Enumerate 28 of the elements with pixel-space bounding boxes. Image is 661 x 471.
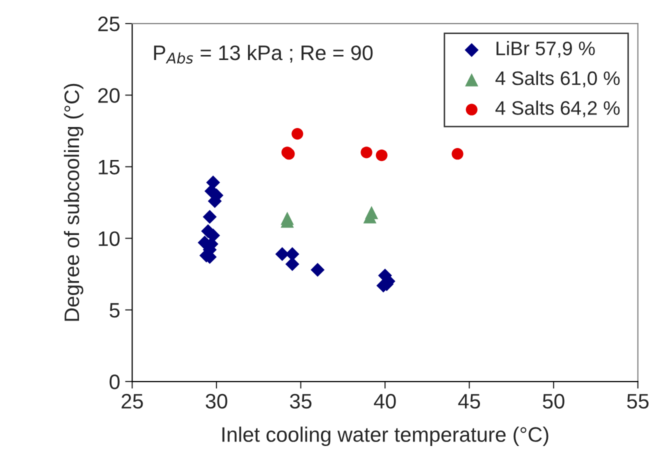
x-tick-label: 35 xyxy=(290,394,312,409)
annotation: P$_{Abs}$ = 13 kPa ; Re = 90 xyxy=(154,44,373,64)
legend-label: 4 Salts 64,2 % xyxy=(495,100,620,118)
point xyxy=(285,247,300,262)
y-axis-title: Degree of subcooling (°C) xyxy=(64,84,84,321)
point xyxy=(285,257,300,272)
point xyxy=(202,210,217,224)
point xyxy=(452,148,464,160)
legend-label: LiBr 57,9 % xyxy=(496,41,595,58)
point xyxy=(360,146,372,158)
y-tick-label: 5 xyxy=(110,303,120,318)
y-tick-label: 0 xyxy=(110,374,120,390)
x-tick-label: 40 xyxy=(374,394,396,409)
point xyxy=(275,247,290,262)
y-tick-label: 20 xyxy=(98,88,120,103)
x-tick-label: 45 xyxy=(458,394,480,409)
point xyxy=(310,262,325,277)
x-tick-label: 50 xyxy=(542,394,564,409)
x-tick-label: 55 xyxy=(627,394,649,409)
point xyxy=(292,128,304,140)
point xyxy=(376,149,388,162)
x-tick-label: 30 xyxy=(206,394,228,409)
x-tick-label: 25 xyxy=(122,394,143,409)
legend-label: 4 Salts 61,0 % xyxy=(495,70,620,88)
x-axis-title: Inlet cooling water temperature (°C) xyxy=(222,426,548,446)
y-tick-label: 15 xyxy=(98,160,120,174)
y-tick-label: 25 xyxy=(98,16,120,32)
y-tick-label: 10 xyxy=(98,231,120,246)
